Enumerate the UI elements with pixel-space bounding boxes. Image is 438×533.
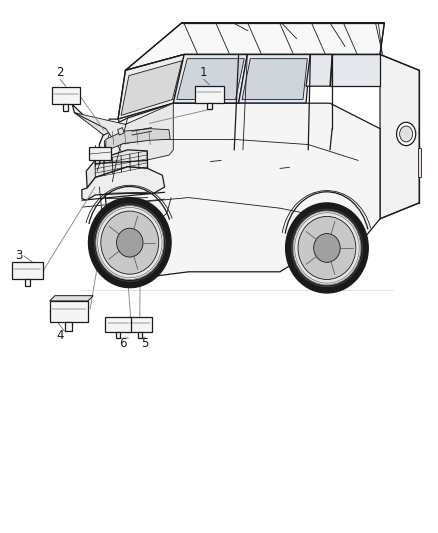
Bar: [127, 317, 152, 332]
Polygon shape: [118, 54, 184, 119]
Text: 6: 6: [120, 337, 127, 350]
Bar: [65, 322, 72, 330]
Bar: [207, 103, 212, 109]
Bar: [25, 279, 30, 286]
Polygon shape: [330, 54, 380, 86]
Polygon shape: [177, 59, 244, 100]
Polygon shape: [49, 296, 93, 301]
Polygon shape: [74, 103, 173, 160]
Ellipse shape: [117, 228, 143, 257]
Text: 4: 4: [57, 329, 64, 342]
Bar: [418, 148, 420, 177]
Bar: [106, 317, 131, 332]
Ellipse shape: [298, 216, 356, 279]
Polygon shape: [104, 103, 380, 277]
Polygon shape: [173, 54, 247, 103]
Ellipse shape: [101, 211, 159, 274]
Text: 1: 1: [200, 67, 208, 79]
Polygon shape: [106, 128, 170, 151]
Circle shape: [399, 126, 413, 142]
Polygon shape: [86, 150, 148, 188]
Bar: [116, 332, 120, 338]
Polygon shape: [380, 54, 419, 219]
Polygon shape: [117, 127, 124, 135]
Polygon shape: [239, 54, 311, 103]
Polygon shape: [74, 113, 125, 135]
Ellipse shape: [314, 233, 340, 262]
Ellipse shape: [88, 198, 171, 288]
Text: 3: 3: [15, 249, 22, 262]
Bar: [63, 104, 68, 111]
Polygon shape: [70, 97, 173, 135]
Bar: [89, 147, 111, 160]
Ellipse shape: [96, 206, 164, 280]
Bar: [138, 332, 142, 338]
Polygon shape: [82, 167, 165, 200]
Text: 5: 5: [141, 337, 148, 350]
Polygon shape: [242, 59, 307, 100]
Polygon shape: [121, 61, 182, 115]
Ellipse shape: [286, 203, 368, 293]
Text: 2: 2: [57, 67, 64, 79]
Bar: [195, 86, 223, 103]
Polygon shape: [306, 54, 332, 86]
Bar: [12, 262, 43, 279]
Bar: [49, 301, 88, 322]
Ellipse shape: [293, 211, 361, 285]
Circle shape: [396, 122, 416, 146]
Polygon shape: [99, 119, 127, 187]
Polygon shape: [125, 22, 385, 70]
Bar: [52, 87, 80, 104]
